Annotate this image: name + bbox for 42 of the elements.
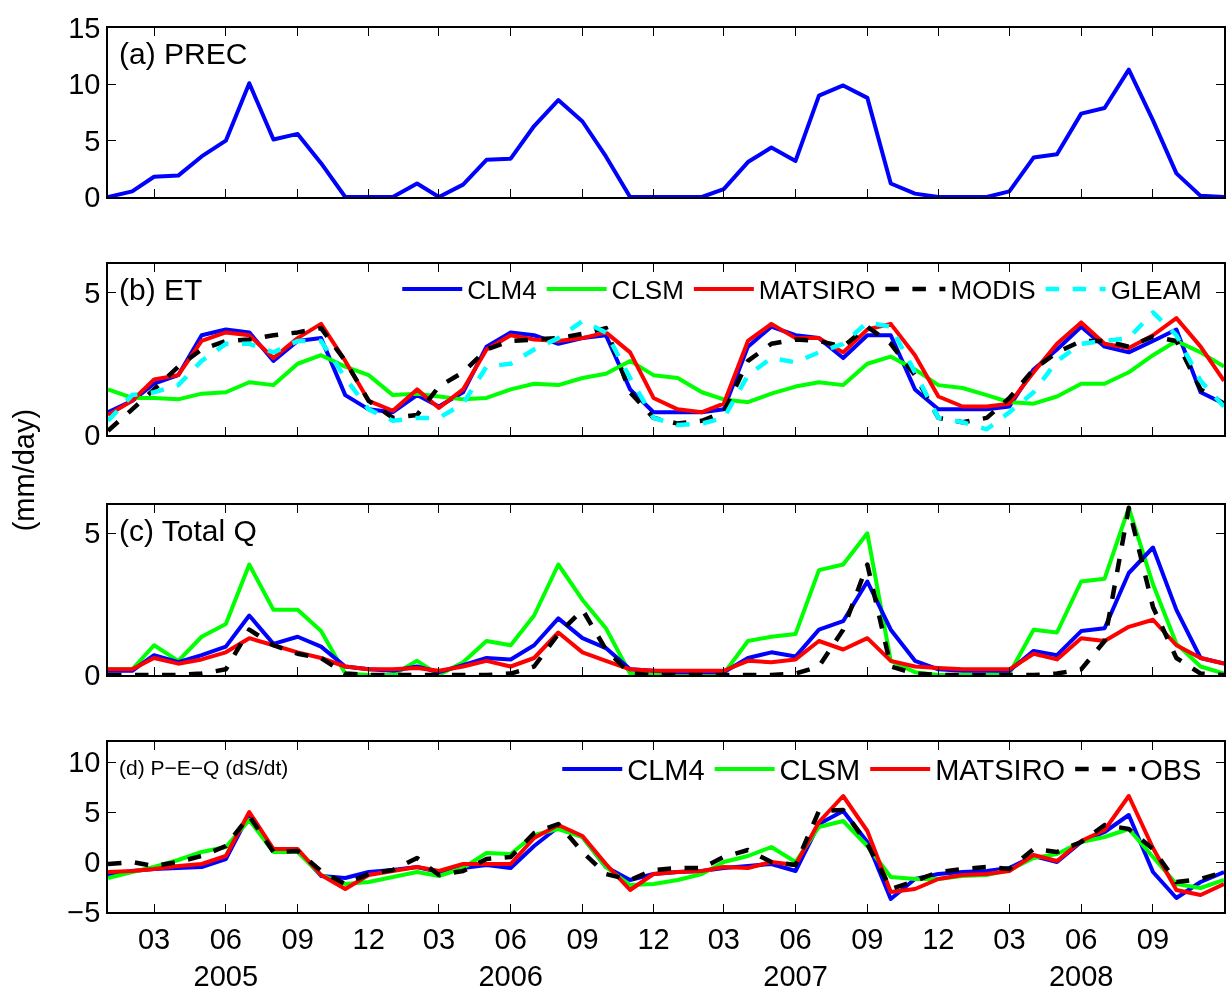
x-tick-label: 09 (1136, 922, 1170, 955)
y-tick-label: 0 (84, 181, 101, 214)
y-tick-label: 5 (84, 796, 101, 829)
x-tick-label: 09 (566, 922, 599, 955)
y-tick-label: −5 (67, 896, 101, 929)
legend-label: MATSIRO (758, 275, 876, 306)
legend-label: CLSM (611, 275, 684, 306)
x-tick-label: 03 (137, 922, 171, 955)
x-tick-label: 09 (851, 922, 884, 955)
y-tick-label: 0 (84, 659, 101, 692)
y-tick-label: 10 (68, 68, 101, 101)
y-axis-title: (mm/day) (8, 408, 41, 532)
y-tick-label: 10 (68, 746, 101, 779)
legend-label: CLM4 (467, 275, 537, 306)
x-tick-label: 06 2005 (193, 922, 259, 993)
legend-label: OBS (1140, 754, 1202, 787)
x-tick-label: 03 (422, 922, 456, 955)
legend-label: CLSM (779, 754, 861, 787)
legend-label: MODIS (950, 275, 1036, 306)
legend-label: MATSIRO (935, 754, 1066, 787)
y-tick-label: 15 (68, 12, 101, 45)
chart-title: (c) Total Q (119, 514, 257, 547)
chart-title: (b) ET (119, 273, 203, 306)
x-tick-label: 03 (993, 922, 1026, 955)
y-tick-label: 0 (84, 846, 101, 879)
y-tick-label: 0 (84, 419, 101, 452)
x-tick-label: 09 (281, 922, 314, 955)
x-tick-label: 06 2006 (478, 922, 543, 993)
x-tick-label: 06 2008 (1048, 922, 1114, 993)
y-tick-label: 5 (84, 124, 101, 157)
line-series (108, 617, 1224, 673)
x-tick-label: 06 2007 (763, 922, 828, 993)
x-tick-label: 12 (352, 922, 385, 955)
text: (d) P−E−Q (dS/dt) (119, 756, 289, 779)
x-tick-label: 03 (707, 922, 740, 955)
legend-label: CLM4 (627, 754, 705, 787)
y-tick-label: 5 (84, 276, 101, 309)
y-tick-label: 5 (84, 517, 101, 550)
x-tick-label: 12 (637, 922, 670, 955)
x-tick-label: 12 (922, 922, 955, 955)
legend-label: GLEAM (1110, 275, 1202, 306)
chart-title: (a) PREC (119, 37, 248, 70)
